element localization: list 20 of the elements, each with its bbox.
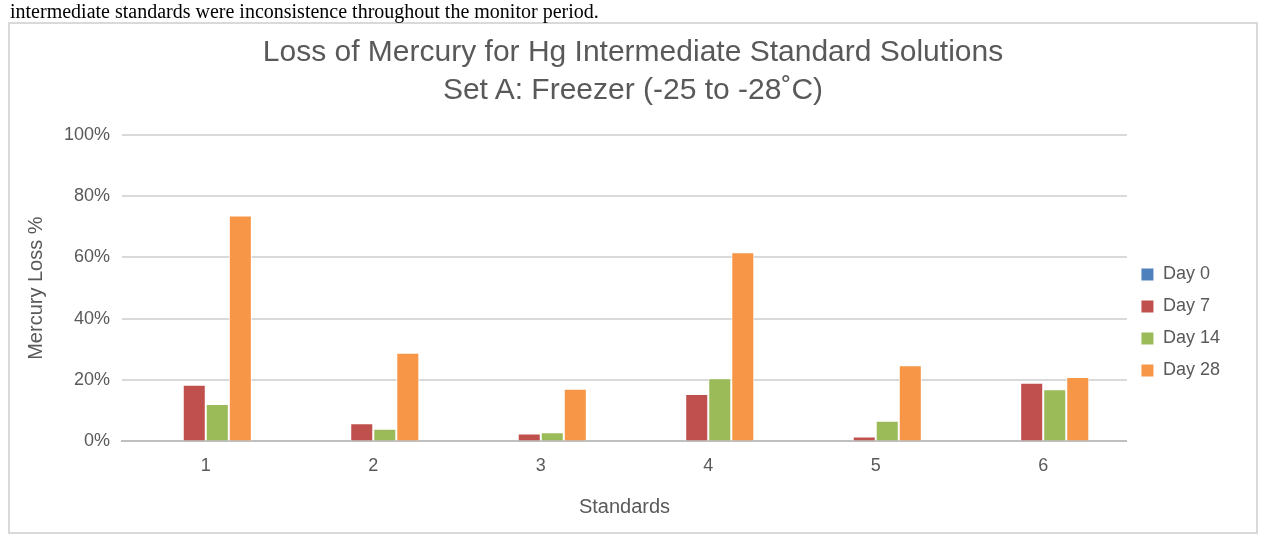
x-tick-label: 5	[870, 455, 881, 476]
legend-label: Day 28	[1162, 359, 1221, 380]
chart-title: Loss of Mercury for Hg Intermediate Standard Solutions Set A: Freezer (-25 to -28˚C)	[261, 33, 1005, 107]
y-axis-title: Mercury Loss %	[23, 216, 46, 360]
x-tick-label: 2	[368, 455, 379, 476]
legend-label: Day 7	[1162, 295, 1210, 316]
y-tick-label: 40%	[74, 307, 111, 328]
y-tick-label: 60%	[74, 246, 111, 267]
y-tick-label: 80%	[74, 185, 111, 206]
y-tick-label: 0%	[84, 430, 111, 451]
text: intermediate standards were inconsistence throughout the monitor period.	[9, 0, 600, 22]
x-axis-title: Standards	[578, 494, 671, 517]
y-tick-label: 20%	[74, 369, 111, 390]
y-tick-label: 100%	[63, 123, 111, 144]
x-tick-label: 6	[1038, 455, 1049, 476]
x-tick-label: 3	[535, 455, 546, 476]
legend-label: Day 14	[1162, 327, 1221, 348]
legend-label: Day 0	[1162, 263, 1210, 284]
x-tick-label: 4	[703, 455, 714, 476]
x-tick-label: 1	[200, 455, 211, 476]
